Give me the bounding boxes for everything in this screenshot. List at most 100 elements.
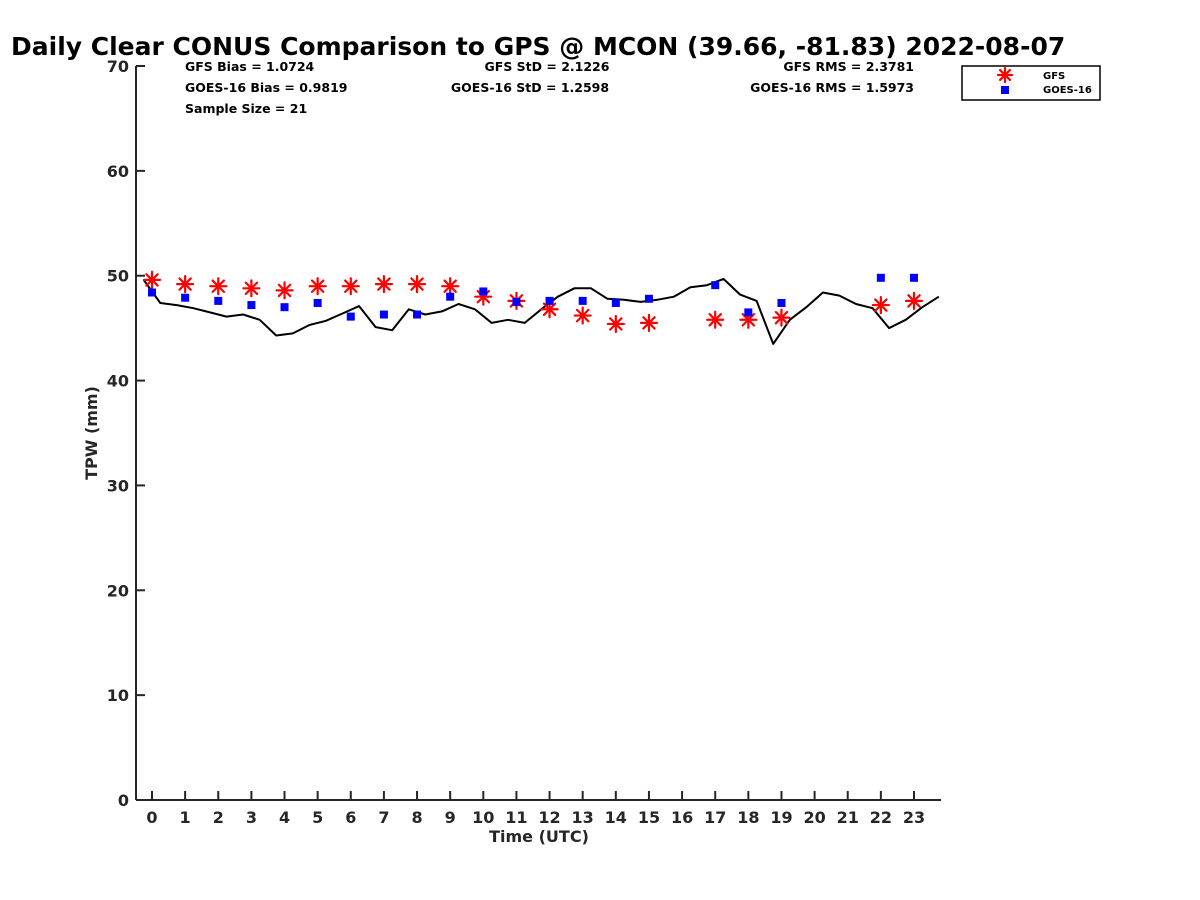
x-tick-label: 20 (803, 808, 825, 827)
chart-title: Daily Clear CONUS Comparison to GPS @ MC… (11, 32, 1065, 61)
x-tick-label: 16 (671, 808, 693, 827)
goes-16-point (744, 308, 753, 317)
goes-16-point (313, 298, 322, 307)
gps-series-line (142, 277, 940, 345)
gfs-point (142, 270, 162, 290)
asterisk-stroke (211, 279, 226, 293)
asterisk-stroke (344, 279, 358, 293)
goes-16-point (379, 310, 388, 319)
gfs-point (772, 308, 791, 327)
gfs-point (573, 306, 592, 325)
goes-16-point (247, 301, 256, 310)
gfs-point (407, 275, 427, 294)
y-tick-label: 60 (107, 162, 129, 181)
goes-16-point (876, 273, 885, 282)
goes-16-point (777, 298, 786, 307)
goes-16-point (413, 310, 422, 319)
asterisk-stroke (145, 273, 159, 287)
legend-gfs-label: GFS (1043, 71, 1065, 82)
asterisk-stroke (998, 68, 1012, 82)
goes-16-point (545, 296, 554, 305)
stat-gfs-bias: GFS Bias = 1.0724 (185, 59, 315, 74)
x-tick-label: 18 (737, 808, 759, 827)
x-tick-label: 17 (704, 808, 726, 827)
legend: GFS GOES-16 (961, 65, 1101, 101)
x-tick-label: 19 (770, 808, 792, 827)
y-tick-label: 0 (118, 791, 129, 810)
y-tick-label: 40 (107, 372, 129, 391)
gfs-point (308, 277, 327, 296)
gfs-point (209, 277, 228, 296)
asterisk-stroke (310, 279, 325, 293)
x-tick-label: 11 (505, 808, 527, 827)
stat-gfs-rms: GFS RMS = 2.3781 (783, 59, 914, 74)
legend-goes-square (1001, 86, 1009, 94)
gfs-point (706, 310, 725, 329)
legend-gfs-asterisk (996, 66, 1014, 84)
legend-gfs-marker (996, 66, 1014, 84)
y-tick-label: 10 (107, 686, 129, 705)
asterisk-stroke (642, 316, 656, 330)
y-tick-label: 20 (107, 581, 129, 600)
y-tick-label: 30 (107, 476, 129, 495)
x-tick-label: 4 (279, 808, 290, 827)
asterisk-stroke (907, 294, 921, 308)
x-tick-label: 5 (312, 808, 323, 827)
x-tick-label: 1 (180, 808, 191, 827)
goes-16-point (479, 287, 488, 296)
asterisk-stroke (774, 310, 789, 325)
goes-16-point (181, 293, 190, 302)
gfs-point (639, 313, 659, 332)
asterisk-stroke (609, 317, 623, 331)
goes-16-point (446, 292, 455, 301)
x-tick-label: 10 (472, 808, 494, 827)
asterisk-stroke (277, 283, 292, 298)
x-tick-label: 12 (538, 808, 560, 827)
asterisk-stroke (178, 277, 192, 291)
gfs-point (441, 277, 460, 296)
x-tick-label: 3 (246, 808, 257, 827)
asterisk-stroke (410, 277, 424, 291)
gfs-point (606, 314, 625, 334)
goes-16-point (346, 312, 355, 321)
goes-16-point (909, 273, 918, 282)
legend-goes-label: GOES-16 (1043, 85, 1092, 96)
goes-16-point (611, 298, 620, 307)
x-axis-label: Time (UTC) (489, 827, 589, 846)
x-tick-label: 15 (638, 808, 660, 827)
gfs-point (871, 295, 890, 315)
goes-16-point (711, 281, 720, 290)
gfs-point (904, 291, 924, 310)
asterisk-stroke (575, 308, 590, 323)
x-tick-label: 23 (903, 808, 925, 827)
x-tick-label: 22 (870, 808, 892, 827)
gfs-point (275, 281, 294, 300)
goes-16-point (148, 288, 156, 297)
stat-goes-bias: GOES-16 Bias = 0.9819 (185, 80, 347, 95)
asterisk-stroke (542, 302, 557, 317)
x-tick-label: 14 (605, 808, 627, 827)
asterisk-stroke (443, 279, 457, 293)
legend-box (961, 65, 1101, 101)
asterisk-stroke (244, 281, 259, 296)
gfs-point (242, 279, 261, 298)
goes-16-point (512, 297, 521, 306)
asterisk-stroke (377, 277, 391, 291)
x-tick-label: 0 (146, 808, 157, 827)
stat-goes-rms: GOES-16 RMS = 1.5973 (750, 80, 914, 95)
gfs-point (341, 277, 360, 296)
y-tick-label: 50 (107, 267, 129, 286)
legend-goes-marker (1001, 86, 1009, 94)
stat-gfs-std: GFS StD = 2.1226 (485, 59, 610, 74)
goes-16-point (280, 303, 289, 312)
x-tick-label: 6 (345, 808, 356, 827)
asterisk-stroke (708, 312, 722, 327)
y-tick-label: 70 (107, 57, 129, 76)
gfs-point (176, 275, 195, 294)
x-tick-label: 13 (572, 808, 594, 827)
x-tick-label: 8 (411, 808, 422, 827)
x-tick-label: 2 (213, 808, 224, 827)
y-axis-label: TPW (mm) (82, 386, 101, 480)
